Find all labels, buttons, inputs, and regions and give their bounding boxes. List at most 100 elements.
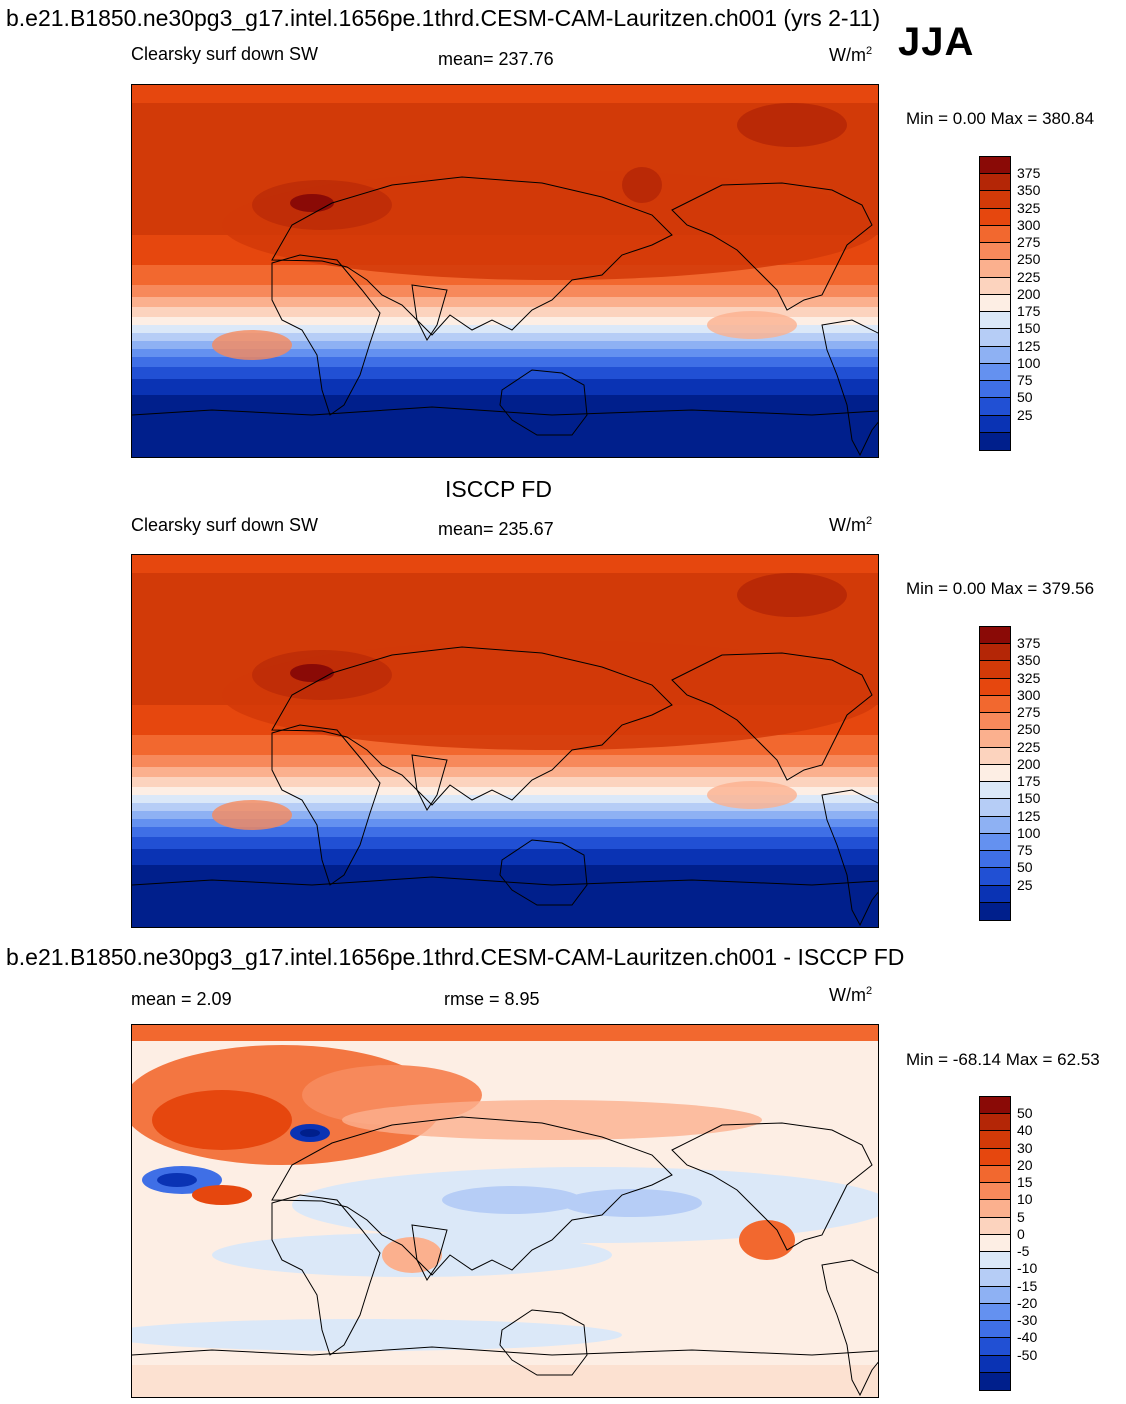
colorbar-swatch	[980, 1183, 1010, 1201]
colorbar-label: 10	[1017, 1191, 1033, 1208]
colorbar-label: 300	[1017, 216, 1041, 233]
colorbar-label: -30	[1017, 1312, 1038, 1329]
colorbar-swatch	[980, 799, 1010, 817]
colorbar-swatch	[980, 208, 1010, 226]
colorbar-swatch	[980, 277, 1010, 295]
colorbar-label: 175	[1017, 773, 1041, 790]
colorbar-label: 25	[1017, 406, 1033, 423]
colorbar-swatch	[980, 1234, 1010, 1253]
colorbar-swatch	[980, 1097, 1010, 1115]
colorbar-swatch	[980, 294, 1010, 313]
panel3-mean: mean = 2.09	[131, 989, 232, 1009]
colorbar-swatch	[980, 381, 1010, 399]
colorbar-swatch	[980, 1372, 1010, 1390]
colorbar-swatch	[980, 730, 1010, 748]
season-label: JJA	[898, 20, 975, 64]
colorbar-swatch	[980, 157, 1010, 175]
colorbar-label: 50	[1017, 389, 1033, 406]
colorbar-swatch	[980, 1321, 1010, 1339]
colorbar-swatch	[980, 415, 1010, 433]
panel3-title: b.e21.B1850.ne30pg3_g17.intel.1656pe.1th…	[6, 944, 905, 970]
colorbar-label: 375	[1017, 165, 1041, 182]
colorbar-swatch	[980, 1286, 1010, 1304]
colorbar-swatch	[980, 1148, 1010, 1166]
colorbar-label: 150	[1017, 790, 1041, 807]
colorbar-label: 325	[1017, 669, 1041, 686]
colorbar-swatch	[980, 432, 1010, 450]
colorbar-label: 100	[1017, 824, 1041, 841]
colorbar-label: 5	[1017, 1208, 1025, 1225]
colorbar-swatch	[980, 833, 1010, 852]
colorbar-swatch	[980, 1200, 1010, 1218]
panel1-mean: mean= 237.76	[438, 49, 554, 69]
colorbar-label: 225	[1017, 738, 1041, 755]
colorbar-label: 50	[1017, 859, 1033, 876]
colorbar-swatch	[980, 1303, 1010, 1322]
colorbar-label: 200	[1017, 285, 1041, 302]
colorbar-swatch	[980, 661, 1010, 679]
figure-title: b.e21.B1850.ne30pg3_g17.intel.1656pe.1th…	[6, 5, 881, 31]
panel1-units: W/m2	[829, 45, 873, 65]
colorbar-swatch	[980, 1338, 1010, 1356]
colorbar-label: 275	[1017, 704, 1041, 721]
colorbar-swatch	[980, 225, 1010, 244]
colorbar-swatch	[980, 644, 1010, 662]
colorbar-swatch	[980, 902, 1010, 920]
panel3-colorbar	[979, 1096, 1011, 1391]
colorbar-label: 150	[1017, 320, 1041, 337]
panel2-map	[131, 554, 879, 928]
colorbar-label: -10	[1017, 1260, 1038, 1277]
colorbar-swatch	[980, 885, 1010, 903]
colorbar-label: 375	[1017, 635, 1041, 652]
colorbar-swatch	[980, 1252, 1010, 1270]
colorbar-swatch	[980, 678, 1010, 696]
colorbar-label: 50	[1017, 1105, 1033, 1122]
colorbar-label: 175	[1017, 303, 1041, 320]
colorbar-label: 30	[1017, 1139, 1033, 1156]
colorbar-swatch	[980, 627, 1010, 645]
colorbar-label: 15	[1017, 1174, 1033, 1191]
colorbar-label: 125	[1017, 807, 1041, 824]
colorbar-swatch	[980, 713, 1010, 731]
panel1-variable: Clearsky surf down SW	[131, 44, 319, 64]
colorbar-swatch	[980, 329, 1010, 347]
colorbar-swatch	[980, 816, 1010, 834]
colorbar-swatch	[980, 764, 1010, 783]
colorbar-swatch	[980, 1114, 1010, 1132]
colorbar-swatch	[980, 1131, 1010, 1149]
panel1-colorbar	[979, 156, 1011, 451]
colorbar-swatch	[980, 782, 1010, 800]
colorbar-label: 325	[1017, 199, 1041, 216]
panel2-variable: Clearsky surf down SW	[131, 515, 319, 535]
colorbar-label: 20	[1017, 1156, 1033, 1173]
colorbar-swatch	[980, 1355, 1010, 1373]
colorbar-label: 250	[1017, 721, 1041, 738]
panel1-minmax: Min = 0.00 Max = 380.84	[906, 109, 1095, 128]
panel1-map	[131, 84, 879, 458]
colorbar-label: 0	[1017, 1225, 1025, 1242]
colorbar-swatch	[980, 747, 1010, 765]
colorbar-label: 275	[1017, 234, 1041, 251]
panel2-minmax: Min = 0.00 Max = 379.56	[906, 579, 1095, 598]
colorbar-swatch	[980, 174, 1010, 192]
colorbar-swatch	[980, 312, 1010, 330]
panel3-units: W/m2	[829, 985, 873, 1005]
colorbar-label: 300	[1017, 686, 1041, 703]
colorbar-label: -5	[1017, 1243, 1030, 1260]
colorbar-swatch	[980, 260, 1010, 278]
colorbar-label: 75	[1017, 372, 1033, 389]
panel2-units: W/m2	[829, 515, 873, 535]
colorbar-swatch	[980, 851, 1010, 869]
colorbar-label: 25	[1017, 876, 1033, 893]
panel2-colorbar	[979, 626, 1011, 921]
colorbar-swatch	[980, 695, 1010, 714]
colorbar-label: 350	[1017, 182, 1041, 199]
colorbar-swatch	[980, 1165, 1010, 1184]
panel2-title: ISCCP FD	[445, 476, 552, 502]
colorbar-swatch	[980, 1217, 1010, 1235]
colorbar-label: 350	[1017, 652, 1041, 669]
panel3-map	[131, 1024, 879, 1398]
panel3-rmse: rmse = 8.95	[444, 989, 540, 1009]
colorbar-swatch	[980, 868, 1010, 886]
colorbar-swatch	[980, 363, 1010, 382]
